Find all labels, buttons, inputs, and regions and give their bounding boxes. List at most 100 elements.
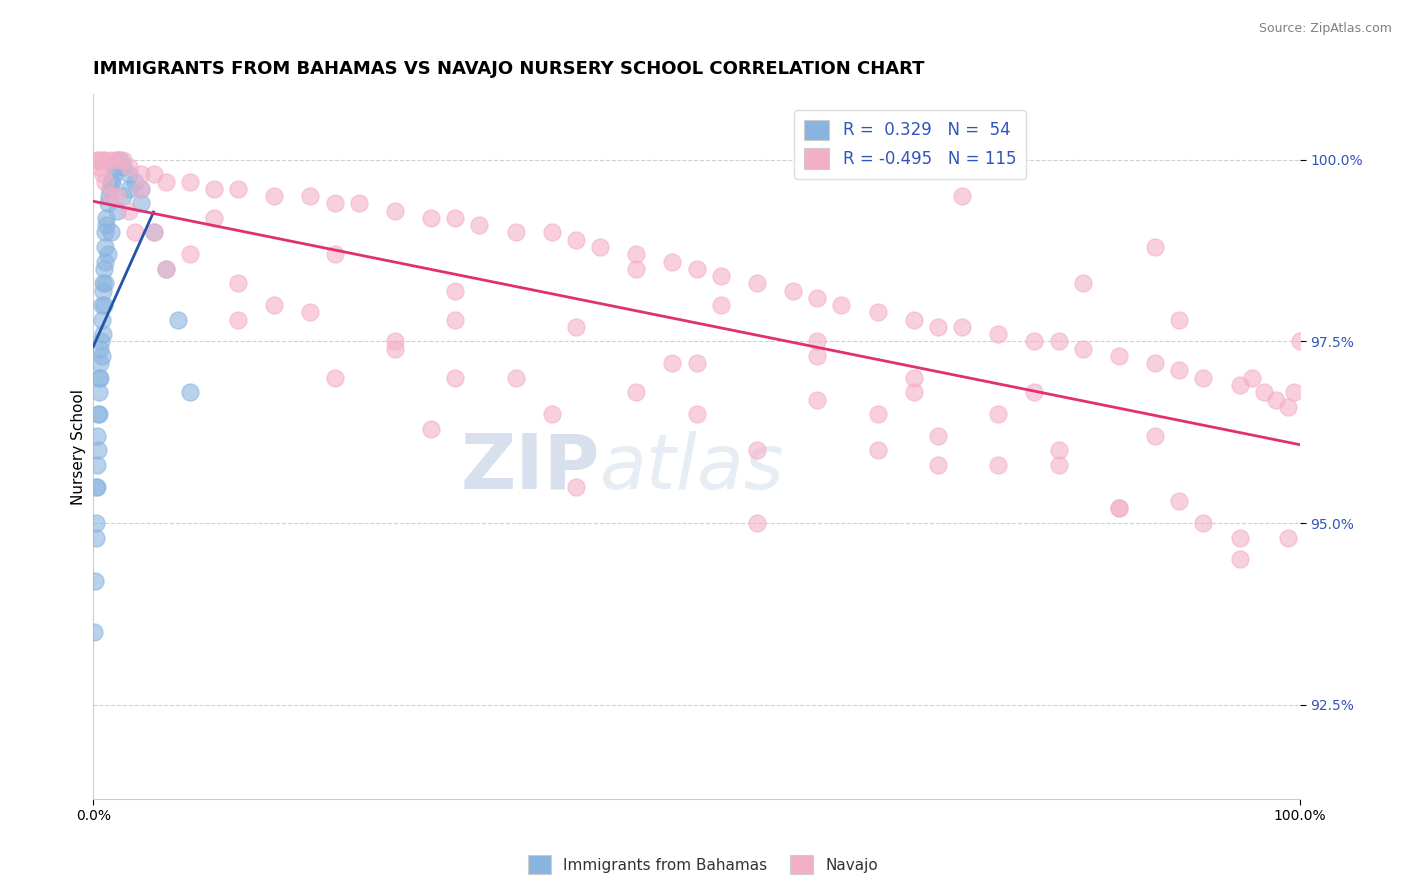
Point	[1229, 378, 1251, 392]
Point	[903, 385, 925, 400]
Point	[806, 392, 828, 407]
Point	[118, 182, 141, 196]
Point	[86, 458, 108, 472]
Point	[468, 218, 491, 232]
Point	[94, 218, 117, 232]
Point	[987, 407, 1010, 421]
Point	[87, 407, 110, 421]
Point	[91, 153, 114, 167]
Legend: Immigrants from Bahamas, Navajo: Immigrants from Bahamas, Navajo	[522, 849, 884, 880]
Point	[84, 480, 107, 494]
Point	[98, 182, 121, 196]
Point	[589, 240, 612, 254]
Point	[131, 167, 153, 181]
Point	[93, 277, 115, 291]
Point	[142, 226, 165, 240]
Point	[96, 211, 118, 225]
Point	[661, 356, 683, 370]
Point	[226, 277, 249, 291]
Point	[124, 175, 146, 189]
Point	[91, 284, 114, 298]
Point	[86, 153, 108, 167]
Point	[1144, 356, 1167, 370]
Point	[866, 305, 889, 319]
Point	[1168, 494, 1191, 508]
Point	[89, 160, 111, 174]
Point	[91, 167, 114, 181]
Point	[1047, 458, 1070, 472]
Point	[685, 261, 707, 276]
Point	[1192, 370, 1215, 384]
Point	[87, 385, 110, 400]
Point	[86, 429, 108, 443]
Point	[987, 327, 1010, 342]
Point	[142, 167, 165, 181]
Point	[94, 175, 117, 189]
Point	[91, 327, 114, 342]
Point	[782, 284, 804, 298]
Point	[226, 312, 249, 326]
Point	[112, 189, 135, 203]
Point	[155, 261, 177, 276]
Point	[661, 254, 683, 268]
Point	[384, 342, 406, 356]
Point	[1144, 240, 1167, 254]
Point	[101, 175, 124, 189]
Point	[131, 182, 153, 196]
Point	[903, 312, 925, 326]
Point	[112, 160, 135, 174]
Point	[105, 153, 128, 167]
Point	[105, 153, 128, 167]
Point	[903, 370, 925, 384]
Point	[1024, 385, 1046, 400]
Point	[124, 226, 146, 240]
Point	[1108, 501, 1130, 516]
Point	[105, 189, 128, 203]
Point	[806, 349, 828, 363]
Point	[94, 226, 117, 240]
Point	[384, 203, 406, 218]
Point	[112, 153, 135, 167]
Point	[505, 370, 527, 384]
Point	[420, 211, 443, 225]
Point	[1264, 392, 1286, 407]
Point	[93, 298, 115, 312]
Point	[1229, 552, 1251, 566]
Point	[142, 226, 165, 240]
Point	[131, 196, 153, 211]
Point	[118, 167, 141, 181]
Point	[444, 211, 467, 225]
Point	[927, 319, 949, 334]
Point	[263, 298, 285, 312]
Point	[263, 189, 285, 203]
Point	[1253, 385, 1275, 400]
Point	[97, 247, 120, 261]
Point	[1071, 342, 1094, 356]
Point	[94, 153, 117, 167]
Point	[89, 342, 111, 356]
Y-axis label: Nursery School: Nursery School	[72, 389, 86, 505]
Point	[155, 261, 177, 276]
Point	[1240, 370, 1263, 384]
Point	[1288, 334, 1310, 349]
Point	[540, 226, 562, 240]
Point	[104, 160, 127, 174]
Point	[89, 370, 111, 384]
Point	[866, 407, 889, 421]
Point	[1108, 501, 1130, 516]
Point	[84, 574, 107, 588]
Point	[444, 312, 467, 326]
Point	[299, 189, 322, 203]
Point	[830, 298, 852, 312]
Point	[624, 247, 647, 261]
Point	[710, 298, 733, 312]
Text: ZIP: ZIP	[461, 431, 600, 505]
Point	[1277, 400, 1299, 414]
Point	[444, 370, 467, 384]
Point	[87, 443, 110, 458]
Point	[624, 385, 647, 400]
Point	[950, 189, 973, 203]
Point	[685, 356, 707, 370]
Point	[565, 233, 588, 247]
Point	[384, 334, 406, 349]
